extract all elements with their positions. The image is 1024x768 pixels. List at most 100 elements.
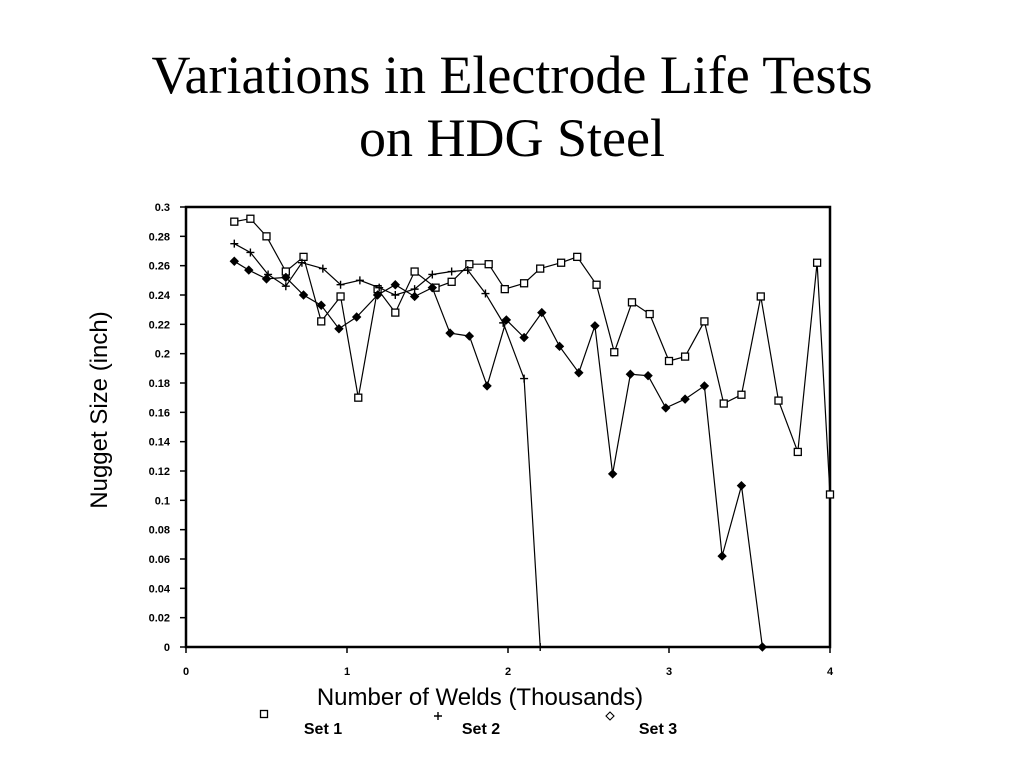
legend-item-1: Set 1 [259, 709, 342, 738]
data-point [372, 290, 383, 300]
y-tick-label: 0.18 [149, 378, 170, 390]
data-point [719, 399, 728, 408]
chart-legend: Set 1 Set 2 Set 3 [259, 709, 677, 738]
data-point [375, 283, 384, 292]
legend-label: Set 2 [462, 721, 500, 738]
data-point [244, 265, 254, 275]
data-point [756, 292, 765, 301]
y-tick-label: 0.16 [149, 407, 170, 419]
data-point [336, 292, 345, 301]
y-tick-label: 0.24 [149, 290, 171, 302]
data-point [736, 480, 747, 491]
x-tick-label: 1 [344, 666, 350, 678]
legend-marker [259, 709, 269, 719]
data-point [246, 214, 255, 223]
series-line [234, 243, 541, 648]
data-point [463, 266, 472, 275]
data-point [410, 267, 419, 276]
data-point [680, 352, 690, 361]
legend-label: Set 1 [304, 721, 342, 738]
data-point [230, 239, 239, 248]
data-point [299, 252, 308, 262]
y-tick-label: 0.02 [149, 613, 170, 625]
legend-marker [605, 711, 615, 721]
y-tick-label: 0.08 [149, 525, 170, 537]
data-point [607, 469, 618, 479]
chart-axes: 0 0.02 0.04 0.06 0.08 0.1 0.12 0.14 0.16 0.18 0.2 0… [149, 202, 834, 678]
data-point [536, 264, 545, 273]
series-2 [230, 239, 545, 651]
data-point [519, 332, 529, 343]
data-point [447, 267, 456, 276]
x-tick-label: 2 [505, 666, 511, 678]
y-tick-label: 0.04 [149, 583, 171, 595]
data-point [391, 291, 400, 299]
data-point [390, 280, 401, 290]
data-point [574, 368, 584, 378]
y-tick-label: 0.22 [149, 319, 170, 331]
data-point [281, 272, 291, 283]
data-point [661, 403, 671, 413]
data-point [556, 258, 566, 267]
data-point [537, 307, 547, 318]
legend-item-3: Set 3 [605, 711, 677, 738]
data-point [298, 290, 309, 300]
data-point [825, 490, 835, 499]
data-point [409, 291, 420, 302]
data-point [554, 341, 565, 352]
data-point [465, 260, 474, 269]
legend-item-2: Set 2 [434, 712, 500, 738]
y-tick-label: 0.2 [155, 349, 170, 361]
y-tick-label: 0.1 [155, 495, 170, 507]
data-point [700, 317, 709, 326]
x-axis-label: Number of Welds (Thousands) [317, 684, 643, 711]
x-tick-label: 4 [827, 666, 834, 678]
data-point [229, 256, 240, 266]
legend-marker [434, 712, 442, 720]
data-point [757, 642, 768, 652]
data-point [464, 331, 475, 341]
data-point [484, 260, 493, 269]
x-tick-label: 3 [666, 666, 672, 678]
data-point [481, 289, 490, 298]
data-point [592, 280, 601, 289]
data-point [573, 252, 582, 262]
data-point [627, 298, 637, 307]
data-point [391, 308, 400, 317]
y-tick-label: 0.3 [155, 202, 170, 214]
data-point [261, 274, 272, 284]
data-point [230, 217, 239, 226]
series-line [234, 218, 831, 495]
data-point [500, 284, 509, 294]
data-point [520, 374, 529, 383]
data-point [445, 328, 455, 338]
data-point [519, 279, 529, 288]
data-point [447, 277, 456, 286]
data-point [664, 356, 674, 366]
y-tick-label: 0.06 [149, 554, 170, 566]
legend-label: Set 3 [639, 721, 677, 738]
data-point [354, 393, 363, 402]
data-point [355, 276, 364, 285]
data-point [501, 315, 512, 325]
data-point [246, 248, 255, 257]
y-tick-label: 0.28 [149, 231, 170, 243]
data-point [812, 258, 822, 267]
data-point [774, 396, 783, 405]
slide-title-line-2: on HDG Steel [359, 108, 665, 168]
slide-title-line-1: Variations in Electrode Life Tests [151, 45, 873, 105]
y-tick-label: 0.26 [149, 261, 170, 273]
data-point [351, 312, 362, 322]
data-point [643, 370, 653, 381]
data-point [645, 309, 654, 319]
data-point [334, 324, 344, 334]
x-tick-label: 0 [183, 666, 189, 678]
data-point [297, 258, 306, 267]
data-point [316, 300, 326, 310]
data-point [336, 280, 345, 289]
series-3 [229, 256, 768, 652]
data-point [590, 321, 600, 331]
y-axis-label: Nugget Size (inch) [86, 311, 113, 508]
series-1 [230, 214, 835, 499]
